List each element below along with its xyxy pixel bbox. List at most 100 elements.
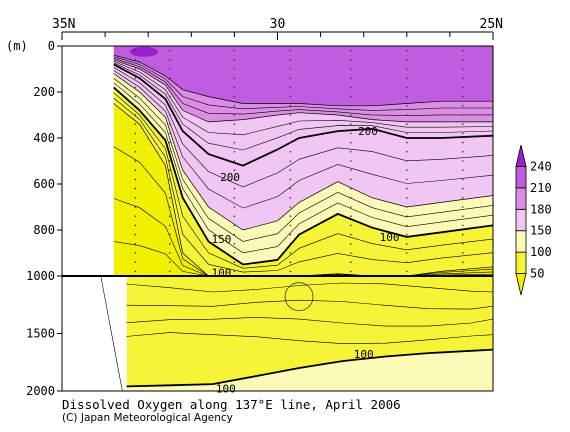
upper-panel-fill (62, 46, 493, 276)
station-dot (350, 132, 352, 135)
station-dot (169, 187, 171, 190)
contour-bold-100-lower (126, 348, 493, 388)
lower-panel-fill (62, 276, 493, 391)
y-tick-label: 1500 (26, 327, 55, 341)
station-dot (406, 206, 408, 208)
station-dot (134, 270, 137, 273)
station-dot (462, 151, 464, 153)
station-dot (462, 270, 464, 273)
station-dot (406, 105, 408, 107)
station-dot (134, 151, 137, 153)
station-dot (350, 77, 352, 79)
station-dot (233, 243, 236, 245)
station-dot (462, 233, 464, 236)
colorbar-cell-210 (515, 166, 527, 189)
station-dot (406, 261, 408, 264)
station-dot (406, 123, 408, 125)
contour-thin (113, 62, 493, 151)
contour-d50 (113, 103, 493, 276)
station-dot (233, 141, 236, 144)
colorbar-cell-180 (515, 187, 527, 210)
contour-thin (113, 146, 493, 276)
station-dot (350, 141, 352, 144)
colorbar-cell-240 (515, 144, 527, 167)
x-tick-label: 25N (480, 17, 503, 32)
station-dot (406, 224, 408, 227)
chart-credit: (C) Japan Meteorological Agency (62, 412, 233, 424)
station-dot (169, 206, 171, 208)
y-unit-label: (m) (6, 39, 28, 53)
colorbar-label: 180 (530, 202, 552, 216)
station-dot (169, 224, 171, 227)
contour-label: 150 (212, 233, 232, 246)
contour-thin (113, 198, 493, 276)
contour-thin (126, 317, 493, 327)
station-dot (289, 105, 292, 107)
station-dot (134, 169, 137, 171)
station-dot (233, 160, 236, 162)
station-dot (350, 169, 352, 171)
station-dots-upper (134, 49, 464, 273)
contour-thin (113, 70, 493, 209)
station-dot (289, 95, 292, 98)
station-dot (289, 59, 292, 61)
station-dot (233, 95, 236, 98)
station-dot (462, 77, 464, 79)
station-dot (350, 215, 352, 217)
contour-d210 (113, 54, 493, 107)
station-dot (350, 151, 352, 153)
colorbar-cell-100 (515, 230, 527, 253)
station-dot (169, 233, 171, 236)
band-d210 (113, 46, 493, 106)
station-dot (406, 49, 408, 52)
station-dot (350, 123, 352, 125)
station-dot (169, 49, 171, 52)
station-dot (406, 151, 408, 153)
station-dot (289, 77, 292, 79)
bathymetry-line (100, 276, 123, 391)
station-dot (462, 261, 464, 264)
y-tick-label: 200 (33, 85, 55, 99)
colorbar-label: 240 (530, 159, 552, 173)
contour-thin (113, 82, 493, 254)
station-dot (233, 178, 236, 181)
station-dot (462, 169, 464, 171)
station-dot (462, 123, 464, 125)
station-dot (233, 233, 236, 236)
station-dot (134, 252, 137, 254)
station-dot (406, 243, 408, 245)
station-dot (462, 206, 464, 208)
station-dot (406, 160, 408, 162)
contour-thin (126, 299, 493, 310)
station-dot (169, 105, 171, 107)
station-dot (169, 169, 171, 171)
station-dot (289, 86, 292, 89)
station-dot (462, 178, 464, 181)
station-dot (134, 77, 137, 79)
station-dot (406, 77, 408, 79)
station-dot (406, 132, 408, 135)
station-dot (134, 243, 137, 245)
station-dot (169, 132, 171, 135)
contour-thin (126, 282, 493, 293)
plot-frame (61, 45, 494, 392)
station-dot (233, 197, 236, 199)
station-dot (350, 252, 352, 254)
station-dot (134, 132, 137, 135)
station-dot (350, 261, 352, 264)
station-dot (233, 59, 236, 61)
station-dot (406, 187, 408, 190)
station-dot (350, 95, 352, 98)
station-dot (169, 114, 171, 116)
station-dot (289, 261, 292, 264)
station-dot (169, 261, 171, 264)
y-tick-label: 0 (48, 39, 55, 53)
station-dot (289, 178, 292, 181)
station-dot (350, 206, 352, 208)
colorbar-cell-150 (515, 208, 527, 232)
station-dot (134, 59, 137, 61)
station-dot (233, 68, 236, 70)
station-dot (289, 215, 292, 217)
station-dot (233, 169, 236, 171)
station-dot (134, 187, 137, 190)
